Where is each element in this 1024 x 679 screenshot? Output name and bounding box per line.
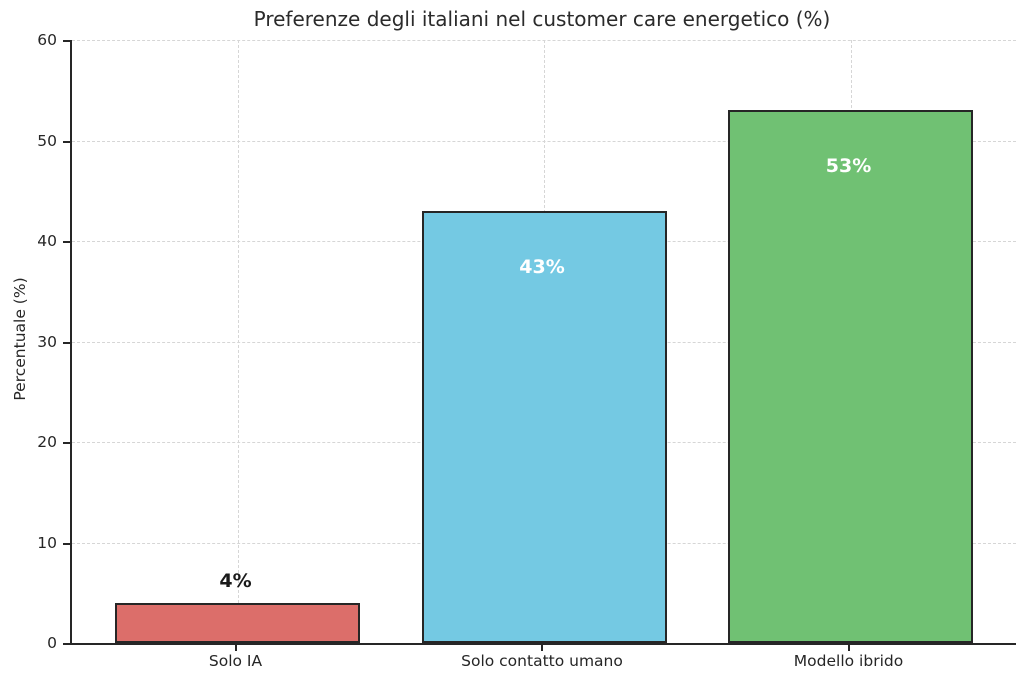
bar-2 [421,210,667,643]
bar-3 [728,110,973,643]
y-tick-mark [63,643,70,645]
x-tick-label-1: Solo IA [208,652,263,670]
x-tick-mark [234,645,237,651]
y-tick-mark [63,542,70,545]
x-tick-label-2: Solo contatto umano [461,652,623,670]
y-tick-label: 50 [37,131,57,150]
bar-value-label: 4% [219,569,252,592]
y-tick-label: 0 [47,634,57,652]
x-tick-mark [847,645,850,651]
bar-value-label: 43% [519,255,565,278]
chart-title: Preferenze degli italiani nel customer c… [253,7,831,31]
y-tick-label: 20 [37,433,57,451]
x-gridline [237,40,239,643]
y-tick-mark [63,341,70,344]
bar-1 [115,602,360,643]
plot-area [70,40,1016,645]
x-tick-label-3: Modello ibrido [793,652,904,670]
y-tick-mark [63,241,70,243]
y-tick-mark [63,442,70,444]
bar-value-label: 53% [825,155,872,178]
y-tick-label: 10 [37,533,57,552]
y-tick-mark [63,40,70,42]
y-tick-mark [63,140,70,143]
x-tick-mark [541,645,543,651]
y-tick-label: 30 [37,332,57,351]
y-tick-label: 60 [37,31,57,49]
y-tick-label: 40 [37,232,57,250]
